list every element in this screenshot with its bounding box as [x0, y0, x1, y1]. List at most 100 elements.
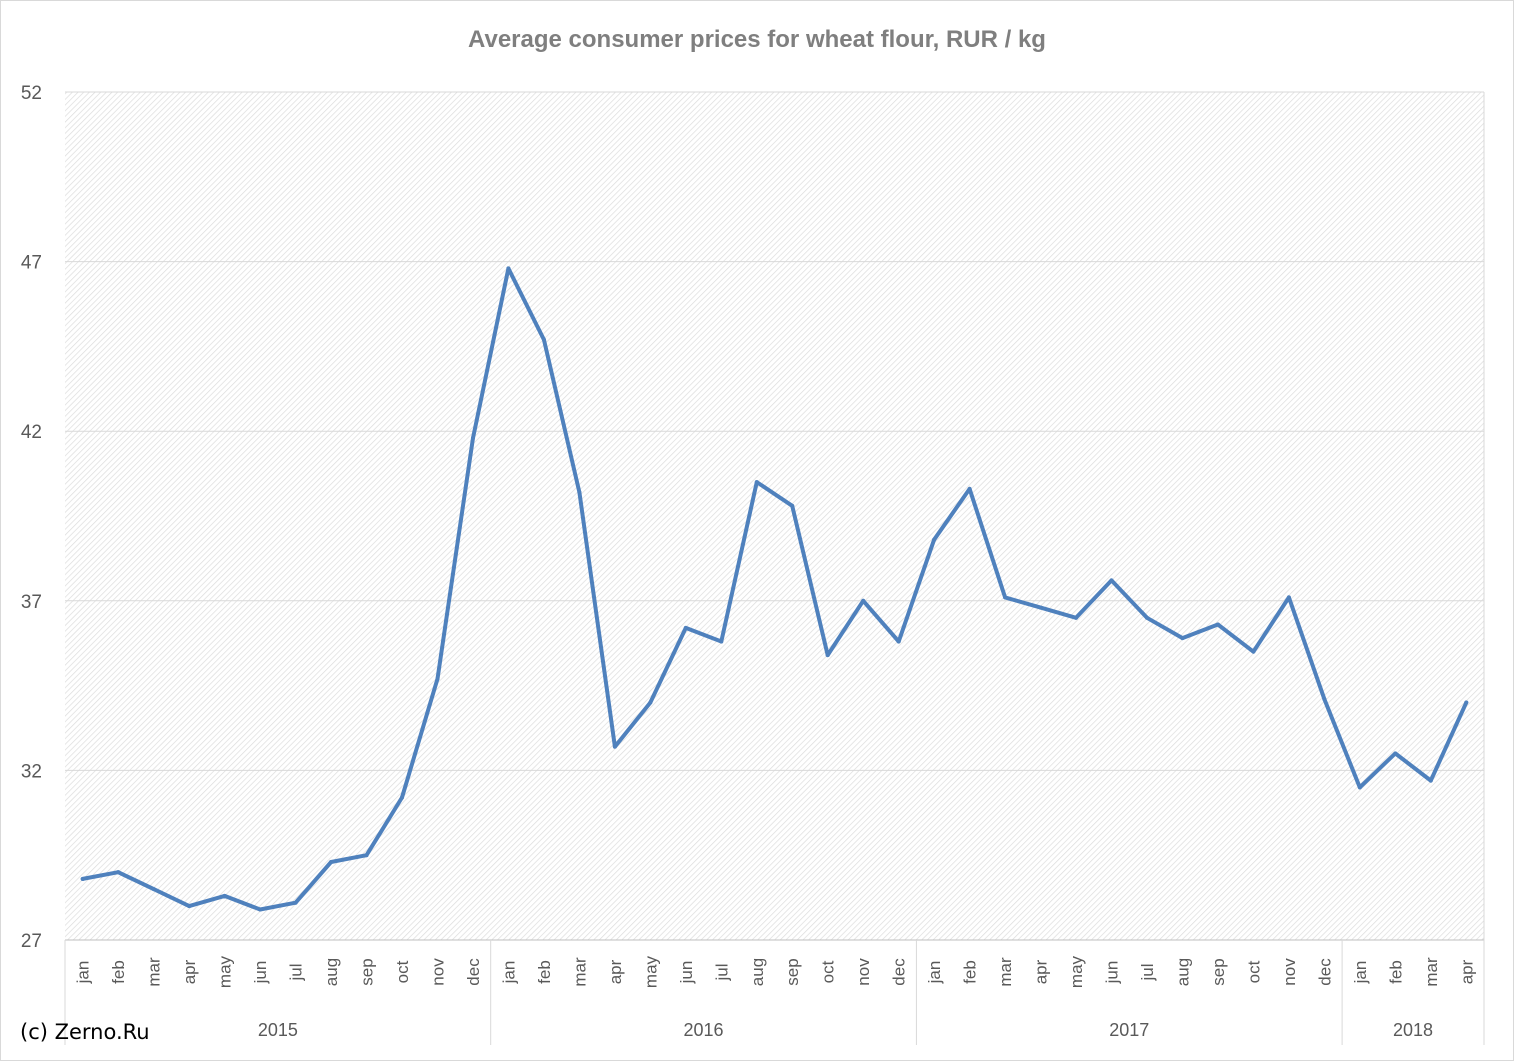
data-point — [719, 639, 724, 644]
x-tick-label-month: apr — [180, 959, 199, 984]
data-point — [790, 503, 795, 508]
data-point — [470, 435, 475, 440]
x-tick-label-month: may — [641, 955, 660, 988]
data-point — [1357, 785, 1362, 790]
x-tick-label-month: jan — [74, 961, 93, 985]
x-tick-label-month: apr — [1032, 959, 1051, 984]
data-point — [400, 795, 405, 800]
x-tick-label-month: jul — [712, 963, 731, 981]
data-point — [932, 537, 937, 542]
x-tick-label-year: 2016 — [684, 1020, 724, 1040]
data-point — [1428, 778, 1433, 783]
x-tick-label-month: aug — [1173, 958, 1192, 986]
x-tick-label-month: sep — [1209, 958, 1228, 985]
data-point — [506, 266, 511, 271]
x-tick-label-month: sep — [358, 958, 377, 985]
data-point — [754, 480, 759, 485]
data-point — [1464, 700, 1469, 705]
data-point — [1109, 578, 1114, 583]
data-point — [293, 900, 298, 905]
data-point — [116, 870, 121, 875]
x-tick-label-month: jan — [925, 961, 944, 985]
data-point — [541, 337, 546, 342]
x-tick-label-month: nov — [854, 958, 873, 986]
x-tick-label-month: aug — [322, 958, 341, 986]
x-tick-label-month: jul — [1138, 963, 1157, 981]
x-tick-label-month: jul — [287, 963, 306, 981]
data-point — [1180, 636, 1185, 641]
data-point — [258, 907, 263, 912]
x-tick-label-month: oct — [819, 960, 838, 983]
x-tick-label-month: may — [216, 955, 235, 988]
data-point — [683, 625, 688, 630]
x-tick-label-month: mar — [1422, 957, 1441, 987]
x-tick-label-month: mar — [570, 957, 589, 987]
y-tick-label: 37 — [21, 592, 42, 613]
x-tick-label-month: feb — [535, 960, 554, 984]
x-tick-label-month: dec — [1315, 958, 1334, 986]
x-tick-label-month: jun — [677, 961, 696, 985]
x-tick-label-month: jun — [251, 961, 270, 985]
y-tick-label: 32 — [21, 761, 42, 782]
copyright-text: (c) Zerno.Ru — [20, 1020, 150, 1044]
y-tick-label: 52 — [21, 83, 42, 104]
x-tick-label-month: nov — [1280, 958, 1299, 986]
x-tick-label-month: jan — [499, 961, 518, 985]
x-tick-label-month: jan — [1351, 961, 1370, 985]
data-point — [1074, 615, 1079, 620]
series-line — [80, 266, 1469, 912]
data-point — [1003, 595, 1008, 600]
x-tick-label-month: feb — [1386, 960, 1405, 984]
data-point — [435, 676, 440, 681]
x-tick-label-month: dec — [890, 958, 909, 986]
data-point — [967, 486, 972, 491]
x-tick-label-year: 2018 — [1393, 1020, 1433, 1040]
x-tick-label-month: jun — [1103, 961, 1122, 985]
x-tick-label-month: feb — [109, 960, 128, 984]
data-point — [1393, 751, 1398, 756]
plot-area — [65, 92, 1484, 940]
x-tick-label-month: aug — [748, 958, 767, 986]
x-tick-label-year: 2015 — [258, 1020, 298, 1040]
data-point — [1215, 622, 1220, 627]
gridlines — [65, 91, 1484, 771]
x-tick-label-year: 2017 — [1109, 1020, 1149, 1040]
x-tick-label-month: apr — [1457, 959, 1476, 984]
data-point — [80, 876, 85, 881]
x-tick-label-month: oct — [393, 960, 412, 983]
chart-title: Average consumer prices for wheat flour,… — [468, 26, 1046, 53]
x-tick-label-month: mar — [145, 957, 164, 987]
x-tick-label-month: mar — [996, 957, 1015, 987]
y-tick-label: 27 — [21, 931, 42, 952]
data-point — [1322, 697, 1327, 702]
data-point — [329, 859, 334, 864]
x-axis-tick-labels: jan feb mar apr may jun jul aug sep oct nov dec jan f… — [74, 955, 1477, 1040]
x-tick-label-month: dec — [464, 958, 483, 986]
data-point — [612, 744, 617, 749]
data-point — [1038, 605, 1043, 610]
x-tick-label-month: sep — [783, 958, 802, 985]
x-tick-label-month: oct — [1244, 960, 1263, 983]
x-tick-label-month: nov — [428, 958, 447, 986]
y-tick-label: 47 — [21, 253, 42, 274]
y-axis-tick-labels: 27 32 37 42 47 52 — [21, 83, 42, 952]
x-tick-label-month: feb — [961, 960, 980, 984]
data-point — [861, 598, 866, 603]
x-tick-label-month: apr — [606, 959, 625, 984]
series-layer — [80, 266, 1469, 912]
data-point — [648, 700, 653, 705]
data-point — [896, 639, 901, 644]
data-point — [364, 853, 369, 858]
axes — [64, 92, 1485, 1045]
data-point — [577, 490, 582, 495]
data-point — [151, 887, 156, 892]
data-point — [825, 653, 830, 658]
y-tick-label: 42 — [21, 422, 42, 443]
data-point — [1251, 649, 1256, 654]
x-tick-label-month: may — [1067, 955, 1086, 988]
data-point — [222, 893, 227, 898]
data-point — [1144, 615, 1149, 620]
data-point — [1286, 595, 1291, 600]
data-point — [187, 904, 192, 909]
